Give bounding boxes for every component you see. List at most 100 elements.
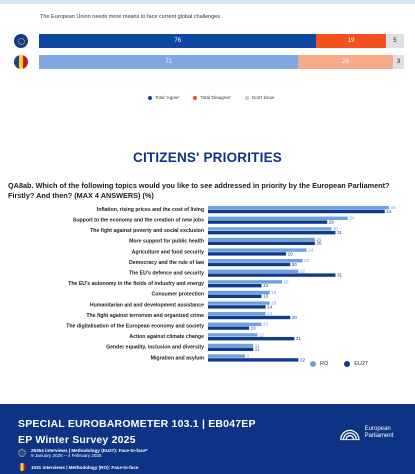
stacked-bar-ro: 71 26 3	[39, 55, 404, 69]
bar-eu27	[208, 284, 262, 288]
category-label: More support for public health	[129, 239, 204, 245]
stacked-segment: 71	[39, 55, 299, 69]
value-label-ro: 11	[255, 343, 260, 348]
eu-methodology-row: 26354 interviews | Methodology (EU27): F…	[18, 448, 147, 458]
value-label-eu27: 31	[337, 273, 343, 278]
value-label-eu27: 21	[296, 336, 302, 341]
bar-ro	[208, 312, 266, 316]
stacked-bar-eu: 76 19 5	[39, 34, 404, 48]
bar-ro	[208, 343, 254, 348]
category-label: The digitalisation of the European econo…	[66, 324, 204, 330]
stacked-segment: 76	[39, 34, 317, 48]
value-label-eu27: 14	[267, 304, 273, 309]
legend-item-dont-know: Don't know	[244, 95, 274, 100]
category-label: Action against climate change	[129, 334, 204, 340]
stacked-segment: 26	[298, 55, 394, 69]
bar-eu27	[208, 337, 295, 341]
category-label: The fight against terrorism and organize…	[86, 313, 204, 319]
value-label-ro: 9	[247, 354, 250, 359]
bar-eu27	[208, 252, 287, 256]
category-label: Consumer protection	[152, 292, 204, 298]
question-text: QA8ab. Which of the following topics wou…	[8, 181, 390, 200]
bar-ro	[208, 333, 258, 337]
legend-item-agree: Total 'Agree'	[148, 95, 179, 100]
category-label: The fight against poverty and social exc…	[90, 228, 204, 234]
bar-ro	[208, 248, 307, 252]
bar-ro	[208, 290, 270, 295]
value-label-ro: 15	[271, 290, 277, 295]
bar-eu27	[208, 209, 385, 214]
value-label-eu27: 22	[300, 357, 306, 362]
bar-eu27	[208, 326, 250, 330]
bar-ro	[208, 259, 303, 263]
value-label-ro: 30	[333, 226, 339, 231]
value-label-ro: 12	[259, 332, 265, 337]
bar-eu27	[208, 358, 299, 362]
value-label-eu27: 13	[263, 283, 269, 288]
value-label-eu27: 11	[255, 347, 260, 352]
value-label-ro: 15	[271, 301, 277, 306]
value-label-ro: 44	[390, 205, 396, 210]
bar-ro	[208, 216, 348, 220]
ro-methodology-row: 1031 interviews | Methodology (RO): Face…	[18, 462, 138, 472]
category-label: Inflation, rising prices and the cost of…	[97, 207, 204, 213]
survey-title: SPECIAL EUROBAROMETER 103.1 | EB047EP	[18, 418, 256, 430]
bar-ro	[208, 227, 332, 231]
legend-item-eu27: EU27	[344, 361, 368, 367]
category-label: Gender equality, inclusion and diversity	[106, 345, 204, 351]
european-parliament-logo: European Parliament	[340, 424, 415, 442]
top-strip	[0, 0, 415, 4]
category-label: Support to the economy and the creation …	[73, 218, 204, 224]
bar-ro	[208, 301, 270, 305]
value-label-ro: 18	[284, 279, 290, 284]
category-label: Humanitarian aid and development assista…	[90, 302, 204, 308]
ro-mini-flag-icon	[18, 463, 26, 471]
value-label-eu27: 43	[386, 209, 392, 214]
footer-banner: SPECIAL EUROBAROMETER 103.1 | EB047EP EP…	[0, 404, 415, 474]
stacked-chart-title: The European Union needs more means to f…	[40, 14, 221, 20]
bar-eu27	[208, 315, 291, 320]
value-label-ro: 14	[267, 311, 273, 316]
value-label-ro: 34	[349, 216, 355, 221]
bar-ro	[208, 322, 262, 326]
eu-mini-flag-icon	[18, 449, 26, 457]
legend-item-ro: RO	[310, 361, 328, 367]
value-label-ro: 24	[308, 248, 314, 253]
ro-flag-icon	[14, 55, 28, 69]
stacked-row-eu: 76 19 5	[14, 34, 404, 48]
value-label-eu27: 29	[329, 220, 335, 225]
value-label-eu27: 10	[251, 326, 257, 331]
bar-eu27	[208, 241, 315, 245]
value-label-ro: 23	[304, 258, 310, 263]
bar-ro	[208, 269, 299, 273]
bar-eu27	[208, 231, 336, 235]
value-label-ro: 13	[263, 322, 269, 327]
value-label-eu27: 19	[288, 251, 294, 256]
category-label: Agriculture and food security	[132, 249, 204, 255]
bar-ro	[208, 237, 315, 242]
value-label-eu27: 20	[292, 315, 298, 320]
survey-subtitle: EP Winter Survey 2025	[18, 434, 136, 446]
chart-legend: RO EU27	[310, 361, 368, 367]
bar-eu27	[208, 273, 336, 277]
bar-eu27	[208, 294, 262, 298]
bar-ro	[208, 354, 245, 358]
legend-item-disagree: Total 'Disagree'	[193, 95, 231, 100]
logo-text: European Parliament	[364, 426, 394, 439]
stacked-legend: Total 'Agree' Total 'Disagree' Don't kno…	[148, 95, 274, 100]
priorities-bar-chart: Inflation, rising prices and the cost of…	[66, 205, 396, 362]
value-label-ro: 26	[316, 237, 322, 242]
stacked-segment: 3	[393, 55, 404, 69]
value-label-eu27: 20	[292, 262, 298, 267]
category-label: Migration and asylum	[151, 355, 205, 361]
stacked-segment: 5	[385, 34, 404, 48]
value-label-eu27: 13	[263, 294, 269, 299]
parliament-hemicycle-icon	[340, 429, 360, 441]
stacked-row-ro: 71 26 3	[14, 55, 404, 69]
bar-ro	[208, 280, 282, 284]
value-label-eu27: 26	[316, 241, 322, 246]
bar-eu27	[208, 220, 328, 224]
category-label: The EU's autonomy in the fields of indus…	[68, 281, 204, 287]
value-label-ro: 22	[300, 269, 306, 274]
eu-flag-icon	[14, 34, 28, 48]
